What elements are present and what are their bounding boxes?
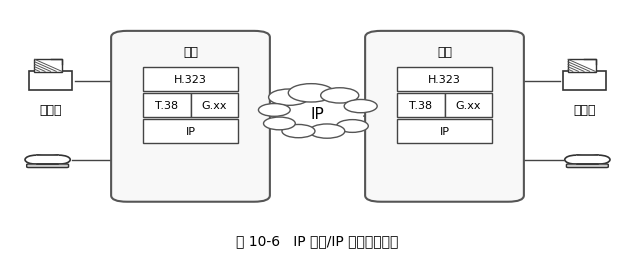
Bar: [143, 93, 190, 118]
Text: 网关: 网关: [183, 46, 198, 58]
Circle shape: [288, 84, 334, 103]
Text: IP: IP: [439, 126, 450, 136]
Text: T.38: T.38: [155, 101, 178, 110]
Bar: [576, 155, 599, 165]
Text: H.323: H.323: [428, 74, 461, 85]
Ellipse shape: [271, 91, 363, 137]
Bar: [34, 60, 62, 72]
Circle shape: [344, 100, 377, 113]
FancyBboxPatch shape: [566, 164, 608, 168]
Bar: [36, 155, 59, 165]
Text: G.xx: G.xx: [201, 101, 227, 110]
Bar: [397, 67, 492, 92]
Text: 图 10-6   IP 电话/IP 传真综合系统: 图 10-6 IP 电话/IP 传真综合系统: [236, 233, 399, 247]
Bar: [29, 72, 72, 91]
Circle shape: [269, 90, 309, 106]
Text: 传真机: 传真机: [573, 104, 596, 117]
Circle shape: [321, 88, 359, 104]
Bar: [563, 72, 606, 91]
Text: G.xx: G.xx: [455, 101, 481, 110]
Circle shape: [264, 118, 295, 130]
Circle shape: [565, 155, 587, 165]
Bar: [143, 119, 238, 144]
Circle shape: [48, 155, 70, 165]
Text: T.38: T.38: [409, 101, 432, 110]
Bar: [190, 93, 238, 118]
Bar: [397, 119, 492, 144]
Text: H.323: H.323: [174, 74, 207, 85]
Text: 传真机: 传真机: [39, 104, 62, 117]
Text: IP: IP: [311, 107, 324, 122]
Text: IP: IP: [185, 126, 196, 136]
Bar: [568, 60, 596, 72]
Bar: [397, 93, 444, 118]
Bar: [444, 93, 492, 118]
Circle shape: [25, 155, 48, 165]
FancyBboxPatch shape: [27, 164, 69, 168]
Text: 网关: 网关: [437, 46, 452, 58]
Circle shape: [309, 124, 345, 139]
Circle shape: [258, 104, 290, 117]
Bar: [143, 67, 238, 92]
FancyBboxPatch shape: [111, 32, 270, 202]
Circle shape: [282, 125, 315, 138]
FancyBboxPatch shape: [365, 32, 524, 202]
Circle shape: [337, 120, 368, 133]
Circle shape: [587, 155, 610, 165]
